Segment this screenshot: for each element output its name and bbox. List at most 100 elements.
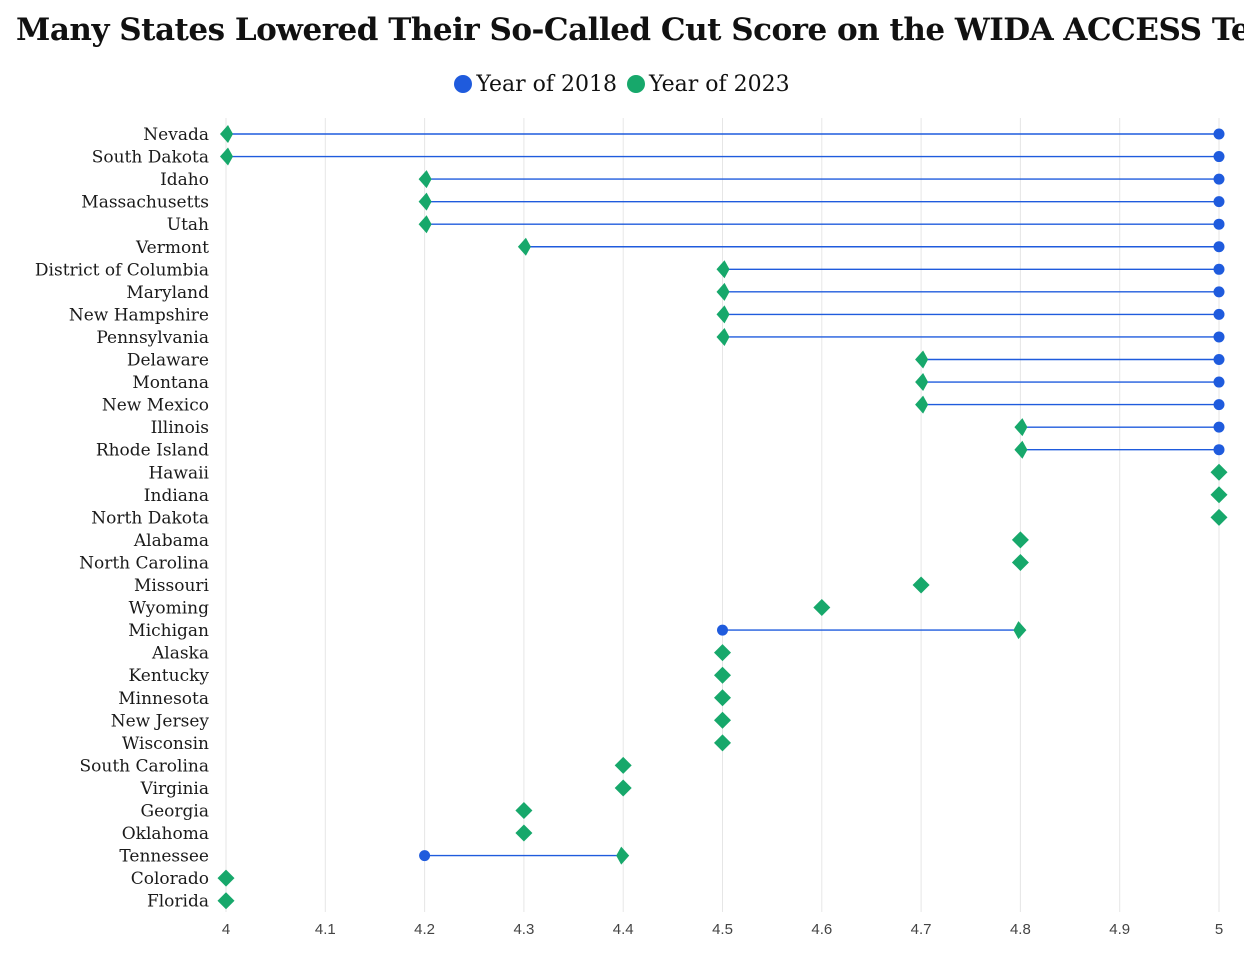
point-2023[interactable] bbox=[614, 756, 632, 774]
point-2023[interactable] bbox=[1011, 553, 1029, 571]
state-label: New Hampshire bbox=[69, 305, 209, 325]
legend-label-2023: Year of 2023 bbox=[649, 71, 790, 97]
point-2023-arrow[interactable] bbox=[1014, 418, 1028, 437]
point-2023-arrow[interactable] bbox=[716, 327, 730, 346]
point-2018[interactable] bbox=[1213, 354, 1225, 365]
state-label: Virginia bbox=[140, 779, 209, 799]
state-label: Wyoming bbox=[129, 599, 209, 619]
point-2018[interactable] bbox=[419, 850, 431, 862]
point-2023[interactable] bbox=[714, 666, 731, 684]
state-label: Missouri bbox=[134, 576, 210, 596]
state-label: Oklahoma bbox=[122, 824, 209, 844]
point-2023-arrow[interactable] bbox=[716, 282, 730, 301]
point-2023-arrow[interactable] bbox=[915, 350, 929, 369]
point-2018[interactable] bbox=[1213, 421, 1225, 433]
state-label: Delaware bbox=[127, 351, 209, 371]
point-2023[interactable] bbox=[515, 824, 533, 842]
point-2023-arrow[interactable] bbox=[915, 373, 929, 392]
x-tick-label: 4.9 bbox=[1109, 921, 1130, 938]
point-2023-arrow[interactable] bbox=[220, 147, 233, 166]
point-2023-arrow[interactable] bbox=[716, 260, 730, 279]
state-label: Illinois bbox=[151, 418, 209, 438]
point-2023[interactable] bbox=[1210, 463, 1228, 481]
point-2023[interactable] bbox=[714, 711, 731, 729]
point-2023[interactable] bbox=[217, 869, 235, 887]
point-2023-arrow[interactable] bbox=[418, 215, 432, 234]
point-2023[interactable] bbox=[912, 576, 930, 594]
point-2018[interactable] bbox=[1213, 218, 1225, 230]
point-2023[interactable] bbox=[614, 779, 632, 797]
legend: Year of 2018 Year of 2023 bbox=[0, 68, 1244, 100]
x-tick-label: 4.7 bbox=[911, 921, 932, 938]
point-2018[interactable] bbox=[717, 624, 728, 636]
point-2018[interactable] bbox=[1213, 399, 1225, 411]
state-label: Pennsylvania bbox=[96, 328, 209, 348]
state-label: Maryland bbox=[126, 283, 209, 303]
point-2023[interactable] bbox=[813, 599, 831, 617]
state-label: South Carolina bbox=[80, 756, 209, 776]
legend-marker-2023 bbox=[627, 75, 645, 93]
state-label: Massachusetts bbox=[81, 193, 209, 213]
state-label: New Jersey bbox=[111, 711, 210, 731]
state-label: Vermont bbox=[135, 238, 209, 258]
state-label: District of Columbia bbox=[35, 260, 209, 280]
point-2023[interactable] bbox=[1210, 508, 1228, 526]
state-label: Montana bbox=[132, 373, 209, 393]
x-axis-ticks: 4 4.1 4.2 4.3 4.4 4.5 4.6 4.7 4.8 4.9 5 bbox=[222, 921, 1223, 938]
state-label: North Carolina bbox=[79, 553, 209, 573]
point-2023-arrow[interactable] bbox=[418, 170, 432, 189]
point-2018[interactable] bbox=[1213, 444, 1225, 456]
point-2018[interactable] bbox=[1213, 263, 1225, 275]
state-label: Rhode Island bbox=[96, 441, 209, 461]
connector-lines bbox=[226, 133, 1219, 857]
point-2023-arrow[interactable] bbox=[915, 395, 929, 414]
point-2023-arrow[interactable] bbox=[1013, 621, 1027, 640]
x-tick-label: 4.1 bbox=[315, 921, 336, 938]
state-label: Utah bbox=[167, 215, 209, 235]
point-2023[interactable] bbox=[515, 802, 533, 819]
point-2018[interactable] bbox=[1213, 241, 1225, 253]
state-label: Wisconsin bbox=[122, 734, 209, 754]
state-label: Kentucky bbox=[129, 666, 210, 686]
point-2023-arrow[interactable] bbox=[517, 237, 531, 256]
state-label: Alaska bbox=[151, 644, 209, 664]
legend-item-2023[interactable]: Year of 2023 bbox=[627, 72, 790, 97]
data-marks bbox=[217, 125, 1228, 910]
point-2023[interactable] bbox=[1011, 531, 1029, 549]
state-label: North Dakota bbox=[91, 508, 209, 528]
point-2023[interactable] bbox=[714, 734, 731, 752]
legend-item-2018[interactable]: Year of 2018 bbox=[454, 72, 617, 97]
state-label: Florida bbox=[147, 892, 209, 912]
point-2018[interactable] bbox=[1213, 196, 1225, 208]
point-2023-arrow[interactable] bbox=[1014, 440, 1028, 459]
point-2023[interactable] bbox=[714, 644, 731, 662]
point-2023[interactable] bbox=[1210, 486, 1228, 504]
point-2023-arrow[interactable] bbox=[716, 305, 730, 324]
point-2018[interactable] bbox=[1213, 151, 1225, 163]
point-2018[interactable] bbox=[1213, 308, 1225, 320]
point-2018[interactable] bbox=[1213, 331, 1225, 343]
point-2018[interactable] bbox=[1213, 173, 1225, 185]
legend-label-2018: Year of 2018 bbox=[476, 71, 617, 97]
state-label: Minnesota bbox=[118, 689, 209, 709]
x-tick-label: 4 bbox=[222, 921, 230, 938]
state-label: Idaho bbox=[160, 170, 209, 190]
x-tick-label: 5 bbox=[1215, 921, 1223, 938]
point-2023[interactable] bbox=[217, 892, 235, 910]
x-tick-label: 4.6 bbox=[811, 921, 832, 938]
point-2018[interactable] bbox=[1213, 128, 1225, 140]
x-tick-label: 4.5 bbox=[712, 921, 733, 938]
point-2018[interactable] bbox=[1213, 286, 1225, 298]
point-2023-arrow[interactable] bbox=[418, 192, 432, 211]
point-2023[interactable] bbox=[714, 689, 731, 707]
state-label: Alabama bbox=[133, 531, 209, 551]
point-2023-arrow[interactable] bbox=[616, 846, 630, 865]
state-label: South Dakota bbox=[92, 148, 209, 168]
state-label: Hawaii bbox=[148, 463, 209, 483]
state-label: Indiana bbox=[144, 486, 209, 506]
point-2023-arrow[interactable] bbox=[220, 125, 233, 143]
point-2018[interactable] bbox=[1213, 376, 1225, 388]
chart-title: Many States Lowered Their So-Called Cut … bbox=[16, 12, 1244, 48]
